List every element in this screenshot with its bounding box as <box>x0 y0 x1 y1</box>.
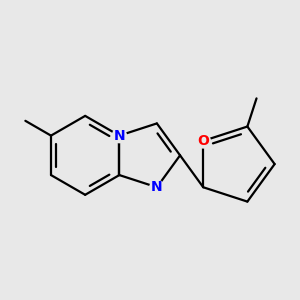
Text: N: N <box>151 180 163 194</box>
Circle shape <box>196 133 211 148</box>
Text: O: O <box>197 134 209 148</box>
Circle shape <box>149 179 165 195</box>
Text: N: N <box>113 129 125 142</box>
Circle shape <box>112 128 127 143</box>
